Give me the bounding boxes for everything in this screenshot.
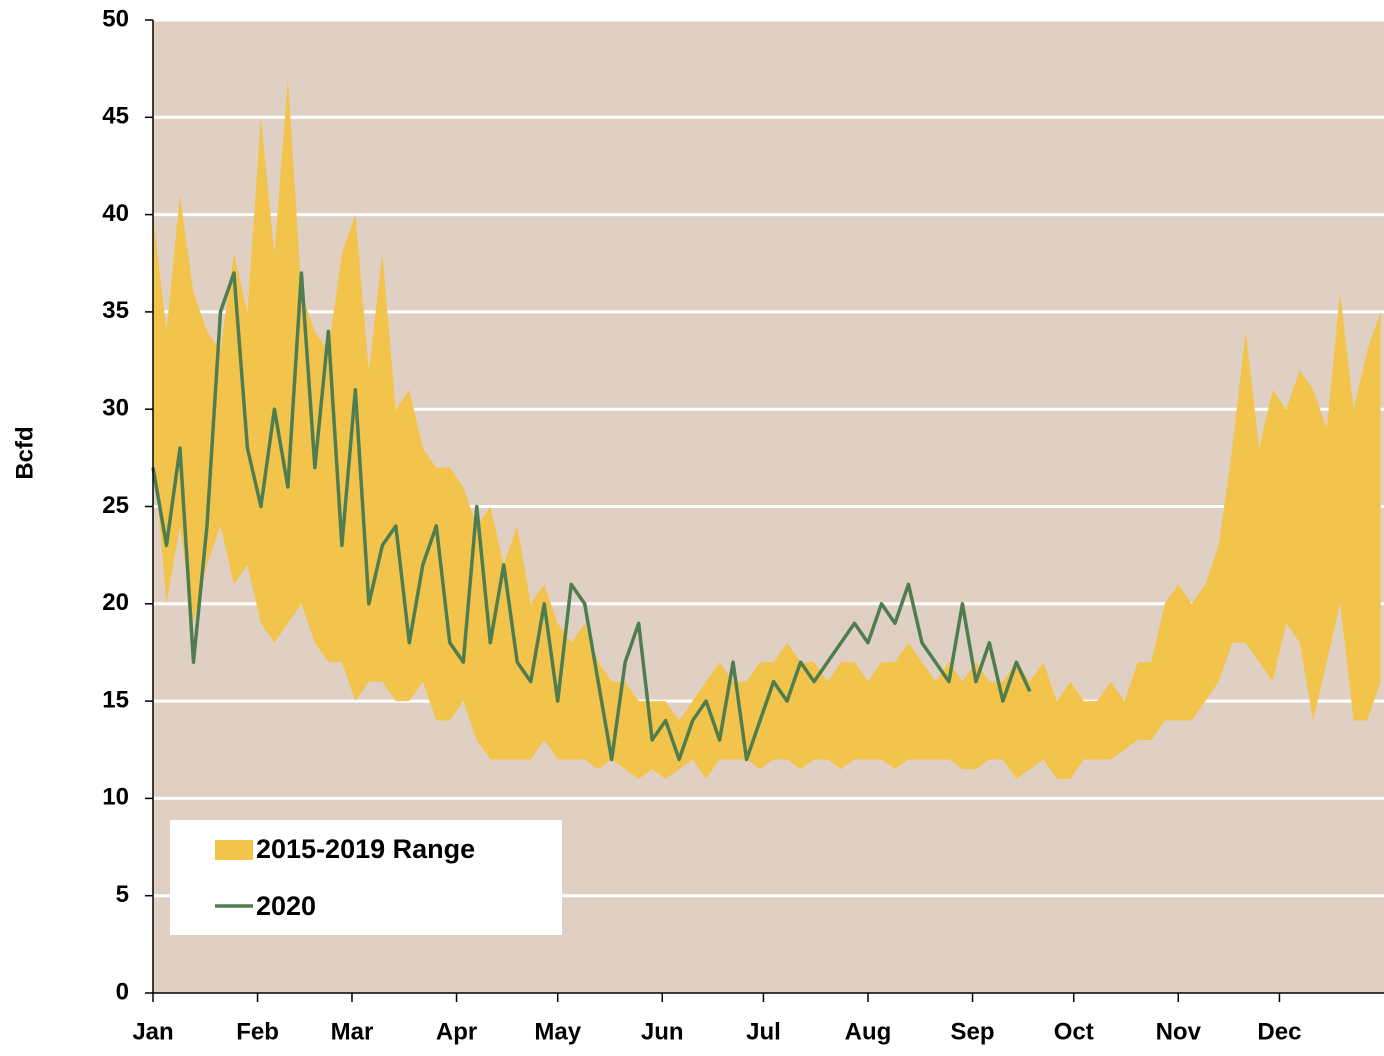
x-tick-label: Sep [951,1018,995,1045]
y-axis-label: Bcfd [11,426,38,479]
y-tick-label: 50 [102,5,129,32]
legend-label: 2020 [256,891,316,921]
x-tick-label: May [534,1018,581,1045]
y-tick-label: 40 [102,200,129,227]
x-tick-label: Oct [1054,1018,1094,1045]
x-tick-label: Dec [1257,1018,1301,1045]
y-tick-label: 20 [102,589,129,616]
y-tick-label: 0 [116,978,129,1005]
legend-swatch [215,840,253,860]
legend-label: 2015-2019 Range [256,834,475,864]
x-tick-label: Apr [436,1018,477,1045]
y-tick-label: 30 [102,395,129,422]
x-tick-label: Nov [1156,1018,1202,1045]
x-tick-label: Jun [641,1018,684,1045]
series-line [151,271,1032,762]
y-tick-label: 10 [102,784,129,811]
y-tick-label: 5 [116,881,129,908]
x-tick-label: Mar [331,1018,374,1045]
x-tick-label: Feb [236,1018,279,1045]
legend-box [170,820,562,935]
y-tick-label: 25 [102,492,129,519]
x-tick-label: Aug [845,1018,892,1045]
y-tick-label: 35 [102,297,129,324]
y-tick-label: 15 [102,686,129,713]
x-tick-label: Jan [132,1018,173,1045]
range-band [153,78,1381,779]
x-tick-label: Jul [746,1018,781,1045]
y-tick-label: 45 [102,103,129,130]
